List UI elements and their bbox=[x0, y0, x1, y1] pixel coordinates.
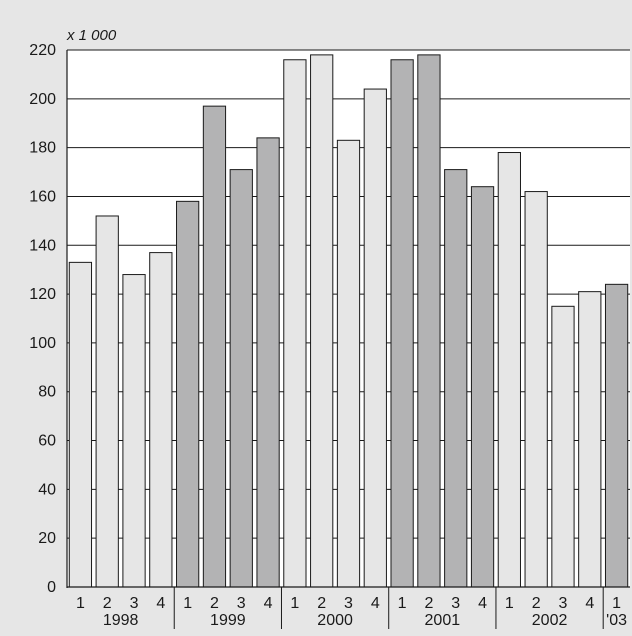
y-tick-label: 120 bbox=[29, 286, 56, 303]
x-group-label: 1999 bbox=[210, 612, 246, 629]
bar bbox=[363, 88, 387, 588]
bar bbox=[283, 59, 307, 588]
bar bbox=[68, 261, 93, 588]
y-tick-label: 60 bbox=[38, 433, 56, 450]
bar bbox=[417, 54, 441, 588]
bar bbox=[390, 59, 414, 588]
axes bbox=[66, 50, 630, 629]
bar bbox=[497, 152, 521, 588]
y-tick-label: 40 bbox=[38, 481, 56, 498]
bar bbox=[604, 283, 629, 588]
x-group-label: 2001 bbox=[425, 612, 461, 629]
bar bbox=[149, 252, 173, 588]
bar bbox=[95, 215, 119, 588]
x-tick-label: 4 bbox=[264, 595, 273, 612]
x-tick-label: 1 bbox=[76, 595, 85, 612]
bar bbox=[336, 139, 361, 588]
y-tick-label: 220 bbox=[29, 42, 56, 59]
y-tick-label: 160 bbox=[29, 188, 56, 205]
bar bbox=[310, 54, 334, 588]
x-group-label: '03 bbox=[606, 612, 627, 629]
bar bbox=[176, 200, 200, 588]
y-tick-labels: 0 20 40 60 80 100 120 140 160 180 200 220 bbox=[29, 42, 56, 596]
x-tick-label: 3 bbox=[451, 595, 460, 612]
x-tick-label: 4 bbox=[371, 595, 380, 612]
bar bbox=[229, 169, 253, 588]
x-tick-label: 2 bbox=[210, 595, 219, 612]
x-group-label: 2002 bbox=[532, 612, 568, 629]
x-tick-label: 2 bbox=[103, 595, 112, 612]
x-tick-label: 3 bbox=[130, 595, 139, 612]
x-tick-label: 1 bbox=[290, 595, 299, 612]
bar bbox=[578, 291, 602, 588]
x-tick-label: 3 bbox=[344, 595, 353, 612]
x-tick-label: 1 bbox=[505, 595, 514, 612]
x-tick-label: 3 bbox=[237, 595, 246, 612]
y-tick-label: 180 bbox=[29, 140, 56, 157]
x-tick-label: 2 bbox=[532, 595, 541, 612]
bar bbox=[202, 105, 227, 588]
x-tick-label: 2 bbox=[317, 595, 326, 612]
y-tick-label: 100 bbox=[29, 335, 56, 352]
bar bbox=[444, 169, 468, 588]
bar bbox=[122, 274, 146, 588]
x-group-label: 1998 bbox=[103, 612, 139, 629]
y-tick-label: 140 bbox=[29, 237, 56, 254]
x-tick-label: 2 bbox=[424, 595, 433, 612]
y-tick-label: 200 bbox=[29, 91, 56, 108]
x-tick-label: 4 bbox=[585, 595, 594, 612]
x-group-label: 2000 bbox=[317, 612, 353, 629]
x-tick-label: 1 bbox=[398, 595, 407, 612]
x-tick-label: 3 bbox=[559, 595, 568, 612]
x-tick-label: 4 bbox=[478, 595, 487, 612]
x-tick-label: 1 bbox=[183, 595, 192, 612]
x-group-labels: 1998 1999 2000 2001 2002 '03 bbox=[103, 612, 627, 629]
y-tick-label: 80 bbox=[38, 384, 56, 401]
bar bbox=[470, 186, 495, 588]
x-tick-label: 4 bbox=[156, 595, 165, 612]
y-unit-label: x 1 000 bbox=[66, 27, 117, 44]
bar bbox=[524, 191, 548, 588]
bar bbox=[256, 137, 280, 588]
y-tick-label: 20 bbox=[38, 530, 56, 547]
bar bbox=[551, 305, 575, 588]
y-tick-label: 0 bbox=[47, 579, 56, 596]
x-tick-label: 1 bbox=[612, 595, 621, 612]
